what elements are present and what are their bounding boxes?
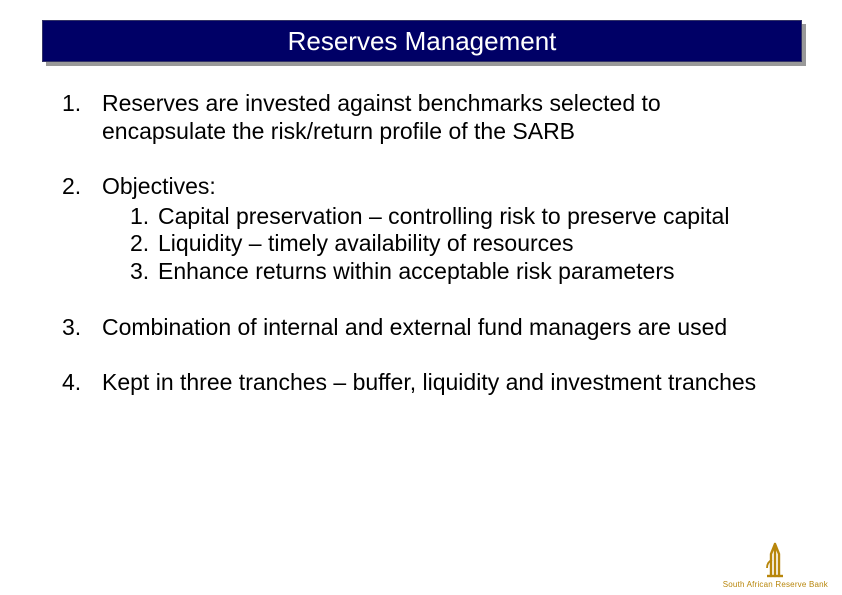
logo-text: South African Reserve Bank [723,580,828,589]
subitem-text: Capital preservation – controlling risk … [158,203,729,229]
sub-list: Capital preservation – controlling risk … [102,203,782,286]
sub-list-item: Liquidity – timely availability of resou… [130,230,782,258]
list-item: Combination of internal and external fun… [62,314,782,342]
list-item: Objectives: Capital preservation – contr… [62,173,782,285]
sub-list-item: Capital preservation – controlling risk … [130,203,782,231]
item-text: Reserves are invested against benchmarks… [102,90,661,144]
main-list: Reserves are invested against benchmarks… [62,90,782,397]
sub-list-item: Enhance returns within acceptable risk p… [130,258,782,286]
logo: South African Reserve Bank [723,536,828,589]
item-text: Objectives: [102,173,216,199]
subitem-text: Liquidity – timely availability of resou… [158,230,573,256]
content-area: Reserves are invested against benchmarks… [62,90,782,425]
title-bar: Reserves Management [42,20,802,62]
item-text: Kept in three tranches – buffer, liquidi… [102,369,756,395]
list-item: Reserves are invested against benchmarks… [62,90,782,145]
list-item: Kept in three tranches – buffer, liquidi… [62,369,782,397]
item-text: Combination of internal and external fun… [102,314,727,340]
page-title: Reserves Management [288,26,557,57]
logo-icon [757,536,793,578]
subitem-text: Enhance returns within acceptable risk p… [158,258,674,284]
